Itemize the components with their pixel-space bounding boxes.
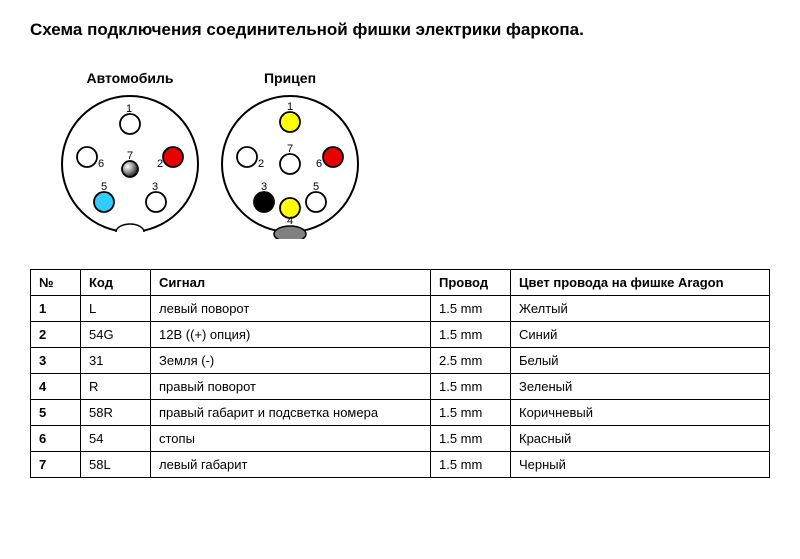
cell-num: 6	[31, 426, 81, 452]
cell-code: R	[81, 374, 151, 400]
connector-trailer: Прицеп 1 2 3 4 5 6 7	[220, 70, 360, 239]
cell-color: Синий	[511, 322, 770, 348]
cell-code: 31	[81, 348, 151, 374]
svg-text:6: 6	[98, 158, 104, 170]
svg-text:5: 5	[101, 181, 107, 193]
connector-car: Автомобиль 1 2 3 5 6 7	[60, 70, 200, 239]
svg-text:3: 3	[261, 181, 267, 193]
cell-signal: правый габарит и подсветка номера	[151, 400, 431, 426]
cell-num: 5	[31, 400, 81, 426]
connector-car-label: Автомобиль	[60, 70, 200, 86]
cell-color: Черный	[511, 452, 770, 478]
cell-wire: 1.5 mm	[431, 426, 511, 452]
cell-code: L	[81, 296, 151, 322]
table-row: 4Rправый поворот1.5 mmЗеленый	[31, 374, 770, 400]
table-row: 558Rправый габарит и подсветка номера1.5…	[31, 400, 770, 426]
svg-text:2: 2	[258, 158, 264, 170]
cell-signal: левый габарит	[151, 452, 431, 478]
connector-car-svg: 1 2 3 5 6 7	[60, 94, 200, 239]
connector-diagrams: Автомобиль 1 2 3 5 6 7 Прицеп 1 2 3 4 5 6 7	[60, 70, 770, 239]
cell-signal: Земля (-)	[151, 348, 431, 374]
cell-num: 3	[31, 348, 81, 374]
cell-wire: 1.5 mm	[431, 296, 511, 322]
cell-signal: правый поворот	[151, 374, 431, 400]
cell-code: 54	[81, 426, 151, 452]
page-title: Схема подключения соединительной фишки э…	[30, 20, 770, 40]
table-row: 254G12В ((+) опция)1.5 mmСиний	[31, 322, 770, 348]
cell-wire: 1.5 mm	[431, 452, 511, 478]
connector-trailer-label: Прицеп	[220, 70, 360, 86]
th-wire: Провод	[431, 270, 511, 296]
cell-num: 7	[31, 452, 81, 478]
svg-text:4: 4	[287, 215, 293, 227]
cell-color: Белый	[511, 348, 770, 374]
wiring-table: № Код Сигнал Провод Цвет провода на фишк…	[30, 269, 770, 478]
svg-text:7: 7	[127, 150, 133, 162]
svg-text:3: 3	[152, 181, 158, 193]
cell-wire: 1.5 mm	[431, 400, 511, 426]
cell-color: Зеленый	[511, 374, 770, 400]
cell-wire: 1.5 mm	[431, 322, 511, 348]
svg-text:5: 5	[313, 181, 319, 193]
cell-signal: стопы	[151, 426, 431, 452]
cell-signal: левый поворот	[151, 296, 431, 322]
connector-trailer-svg: 1 2 3 4 5 6 7	[220, 94, 360, 239]
table-row: 1Lлевый поворот1.5 mmЖелтый	[31, 296, 770, 322]
cell-color: Желтый	[511, 296, 770, 322]
table-row: 758Lлевый габарит1.5 mmЧерный	[31, 452, 770, 478]
svg-text:2: 2	[157, 158, 163, 170]
table-row: 331Земля (-)2.5 mmБелый	[31, 348, 770, 374]
cell-color: Красный	[511, 426, 770, 452]
table-header-row: № Код Сигнал Провод Цвет провода на фишк…	[31, 270, 770, 296]
th-signal: Сигнал	[151, 270, 431, 296]
cell-signal: 12В ((+) опция)	[151, 322, 431, 348]
svg-text:1: 1	[287, 101, 293, 113]
cell-num: 2	[31, 322, 81, 348]
svg-text:6: 6	[316, 158, 322, 170]
th-color: Цвет провода на фишке Aragon	[511, 270, 770, 296]
cell-wire: 2.5 mm	[431, 348, 511, 374]
svg-text:1: 1	[126, 103, 132, 115]
cell-num: 1	[31, 296, 81, 322]
cell-code: 54G	[81, 322, 151, 348]
cell-code: 58R	[81, 400, 151, 426]
cell-code: 58L	[81, 452, 151, 478]
th-num: №	[31, 270, 81, 296]
th-code: Код	[81, 270, 151, 296]
cell-num: 4	[31, 374, 81, 400]
cell-color: Коричневый	[511, 400, 770, 426]
cell-wire: 1.5 mm	[431, 374, 511, 400]
table-row: 654стопы1.5 mmКрасный	[31, 426, 770, 452]
svg-text:7: 7	[287, 143, 293, 155]
